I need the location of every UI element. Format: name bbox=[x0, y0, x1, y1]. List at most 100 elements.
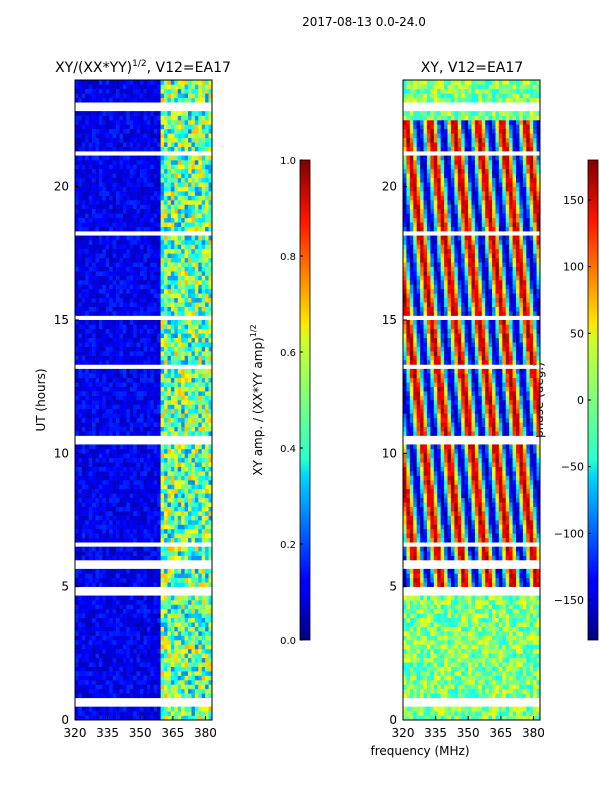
heatmap-cell bbox=[95, 600, 100, 605]
heatmap-cell bbox=[177, 671, 182, 676]
heatmap-cell bbox=[143, 302, 148, 307]
heatmap-cell bbox=[81, 573, 86, 579]
heatmap-cell bbox=[177, 417, 182, 423]
heatmap-cell bbox=[167, 577, 172, 583]
heatmap-cell bbox=[112, 253, 117, 259]
heatmap-cell bbox=[194, 297, 199, 303]
heatmap-cell bbox=[177, 608, 182, 614]
heatmap-cell bbox=[85, 342, 89, 347]
heatmap-cell bbox=[81, 142, 86, 147]
heatmap-cell bbox=[188, 515, 192, 521]
heatmap-cell bbox=[126, 408, 131, 414]
heatmap-cell bbox=[191, 137, 196, 143]
heatmap-cell bbox=[140, 235, 144, 241]
heatmap-cell bbox=[205, 488, 209, 494]
heatmap-cell bbox=[153, 266, 158, 272]
heatmap-cell bbox=[184, 244, 189, 250]
heatmap-cell bbox=[133, 413, 137, 419]
heatmap-cell bbox=[164, 217, 168, 223]
heatmap-cell bbox=[181, 337, 185, 343]
heatmap-cell bbox=[119, 471, 124, 476]
heatmap-cell bbox=[112, 466, 117, 472]
heatmap-cell bbox=[191, 595, 196, 601]
heatmap-cell bbox=[177, 426, 182, 432]
heatmap-cell bbox=[191, 120, 196, 125]
heatmap-cell bbox=[164, 417, 168, 423]
heatmap-cell bbox=[201, 111, 206, 116]
heatmap-cell bbox=[157, 622, 161, 627]
heatmap-cell bbox=[198, 302, 203, 307]
heatmap-cell bbox=[153, 311, 158, 316]
heatmap-cell bbox=[170, 355, 175, 361]
heatmap-cell bbox=[188, 626, 192, 632]
heatmap-cell bbox=[116, 568, 120, 574]
heatmap-cell bbox=[126, 444, 131, 450]
heatmap-cell bbox=[201, 551, 206, 556]
heatmap-cell bbox=[174, 404, 179, 410]
heatmap-cell bbox=[194, 395, 199, 401]
heatmap-cell bbox=[119, 355, 124, 361]
heatmap-cell bbox=[146, 160, 151, 165]
heatmap-cell bbox=[129, 164, 134, 170]
heatmap-cell bbox=[105, 111, 110, 116]
heatmap-cell bbox=[136, 373, 141, 379]
heatmap-cell bbox=[205, 448, 209, 454]
heatmap-cell bbox=[191, 648, 196, 654]
heatmap-cell bbox=[116, 97, 120, 103]
heatmap-cell bbox=[205, 368, 209, 374]
heatmap-cell bbox=[92, 191, 96, 196]
heatmap-cell bbox=[102, 648, 107, 654]
heatmap-cell bbox=[208, 524, 213, 530]
heatmap-cell bbox=[109, 662, 113, 667]
heatmap-cell bbox=[136, 653, 141, 659]
heatmap-cell bbox=[167, 631, 172, 636]
heatmap-cell bbox=[170, 160, 175, 165]
heatmap-cell bbox=[129, 431, 134, 436]
heatmap-cell bbox=[81, 280, 86, 285]
heatmap-cell bbox=[75, 404, 79, 410]
heatmap-cell bbox=[102, 653, 107, 659]
heatmap-cell bbox=[150, 631, 155, 636]
heatmap-cell bbox=[92, 555, 96, 561]
heatmap-cell bbox=[191, 684, 196, 690]
heatmap-cell bbox=[95, 680, 100, 685]
heatmap-cell bbox=[170, 684, 175, 690]
heatmap-cell bbox=[188, 168, 192, 174]
heatmap-cell bbox=[157, 377, 161, 383]
heatmap-cell bbox=[157, 137, 161, 143]
heatmap-cell bbox=[198, 444, 203, 450]
heatmap-cell bbox=[92, 351, 96, 356]
heatmap-cell bbox=[85, 577, 89, 583]
heatmap-cell bbox=[184, 346, 189, 352]
heatmap-cell bbox=[119, 160, 124, 165]
heatmap-cell bbox=[98, 408, 103, 414]
heatmap-cell bbox=[81, 506, 86, 512]
heatmap-cell bbox=[170, 346, 175, 352]
heatmap-cell bbox=[177, 422, 182, 427]
heatmap-cell bbox=[133, 546, 137, 552]
heatmap-cell bbox=[188, 182, 192, 187]
heatmap-cell bbox=[201, 497, 206, 503]
heatmap-cell bbox=[167, 462, 172, 467]
heatmap-cell bbox=[109, 355, 113, 361]
heatmap-cell bbox=[208, 453, 213, 459]
heatmap-cell bbox=[205, 235, 209, 241]
heatmap-cell bbox=[95, 333, 100, 339]
heatmap-cell bbox=[205, 195, 209, 201]
heatmap-cell bbox=[188, 502, 192, 507]
heatmap-cell bbox=[116, 684, 120, 690]
heatmap-cell bbox=[95, 595, 100, 601]
heatmap-cell bbox=[164, 302, 168, 307]
heatmap-cell bbox=[174, 191, 179, 196]
heatmap-cell bbox=[133, 511, 137, 516]
heatmap-cell bbox=[119, 306, 124, 312]
heatmap-cell bbox=[81, 177, 86, 183]
heatmap-cell bbox=[184, 173, 189, 179]
heatmap-cell bbox=[167, 511, 172, 516]
heatmap-cell bbox=[201, 142, 206, 147]
heatmap-cell bbox=[81, 346, 86, 352]
heatmap-cell bbox=[194, 146, 199, 152]
heatmap-cell bbox=[129, 266, 134, 272]
heatmap-cell bbox=[140, 635, 144, 641]
heatmap-cell bbox=[188, 662, 192, 667]
